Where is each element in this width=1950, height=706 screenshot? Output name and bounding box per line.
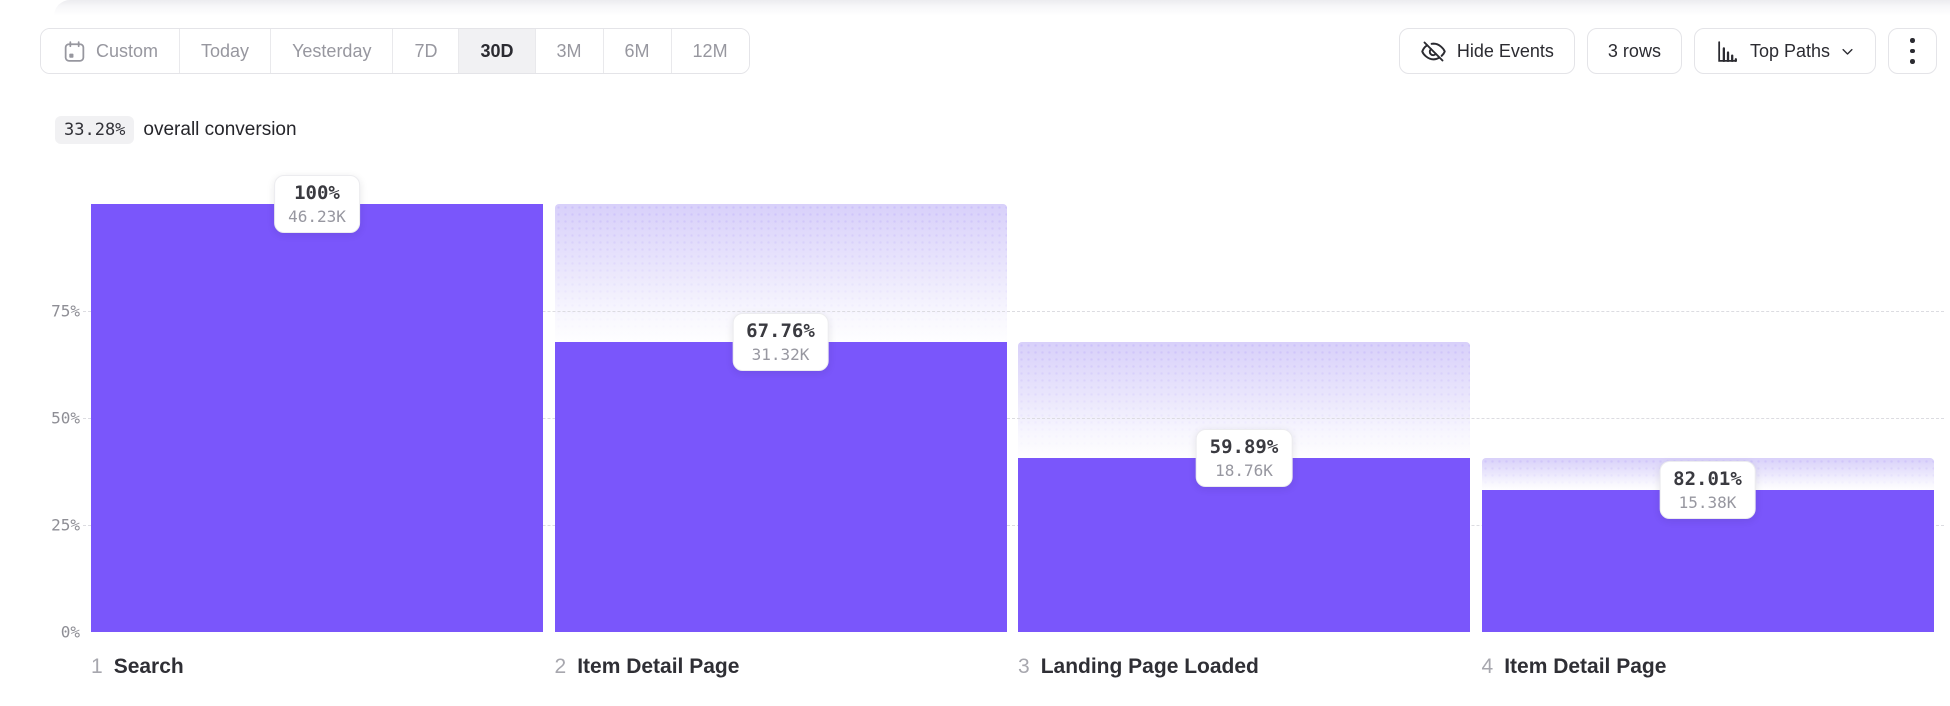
bar-value-label-step-4: 82.01% 15.38K bbox=[1659, 460, 1756, 519]
y-axis-tick-50%: 50% bbox=[51, 408, 80, 428]
kebab-menu-icon bbox=[1910, 38, 1915, 64]
overall-conversion-text: overall conversion bbox=[143, 119, 297, 140]
step-label-4: 4 Item Detail Page bbox=[1482, 655, 1667, 679]
date-range-yesterday[interactable]: Yesterday bbox=[271, 29, 394, 73]
step-count: 31.32K bbox=[751, 344, 810, 364]
date-range-picker: Custom Today Yesterday 7D 30D 3M 6M 12M bbox=[40, 28, 750, 74]
step-label-2: 2 Item Detail Page bbox=[555, 655, 740, 679]
eye-off-icon bbox=[1420, 38, 1447, 65]
rows-label: 3 rows bbox=[1607, 40, 1661, 61]
hide-events-label: Hide Events bbox=[1456, 40, 1554, 61]
toolbar-right: Hide Events 3 rows Top Paths bbox=[1398, 28, 1937, 74]
date-range-label: 12M bbox=[692, 40, 728, 61]
date-range-custom[interactable]: Custom bbox=[41, 29, 181, 73]
date-range-label: 6M bbox=[624, 40, 650, 61]
date-range-30d[interactable]: 30D bbox=[459, 29, 536, 73]
step-conversion-percent: 67.76% bbox=[746, 319, 815, 342]
date-range-label: 30D bbox=[480, 40, 514, 61]
step-conversion-percent: 82.01% bbox=[1673, 467, 1742, 490]
more-options-button[interactable] bbox=[1888, 28, 1937, 74]
y-axis-tick-0%: 0% bbox=[60, 622, 80, 642]
date-range-label: 3M bbox=[556, 40, 582, 61]
step-number: 4 bbox=[1481, 655, 1494, 678]
y-axis-tick-25%: 25% bbox=[51, 515, 80, 535]
bar-value-label-step-1: 100% 46.23K bbox=[274, 175, 360, 233]
step-count: 18.76K bbox=[1215, 461, 1273, 481]
y-axis-tick-75%: 75% bbox=[51, 301, 80, 321]
bar-chart-icon bbox=[1715, 39, 1740, 64]
date-range-today[interactable]: Today bbox=[180, 29, 272, 73]
hide-events-button[interactable]: Hide Events bbox=[1398, 28, 1575, 74]
overall-conversion-value: 33.28% bbox=[55, 116, 135, 144]
date-range-12m[interactable]: 12M bbox=[671, 29, 749, 73]
step-name: Item Detail Page bbox=[1504, 655, 1667, 678]
step-number: 1 bbox=[91, 655, 103, 678]
bar-value-label-step-3: 59.89% 18.76K bbox=[1195, 429, 1293, 488]
top-paths-button[interactable]: Top Paths bbox=[1693, 28, 1876, 74]
step-conversion-percent: 100% bbox=[294, 182, 340, 204]
chevron-down-icon bbox=[1840, 44, 1855, 59]
date-range-7d[interactable]: 7D bbox=[393, 29, 460, 73]
step-label-3: 3 Landing Page Loaded bbox=[1018, 655, 1259, 679]
bar-value-label-step-2: 67.76% 31.32K bbox=[732, 312, 829, 371]
date-range-label: Custom bbox=[96, 40, 159, 61]
overall-conversion-summary: 33.28% overall conversion bbox=[55, 114, 297, 146]
calendar-icon bbox=[62, 39, 87, 64]
toolbar: Custom Today Yesterday 7D 30D 3M 6M 12M Hide Ev… bbox=[40, 28, 1937, 74]
step-name: Search bbox=[113, 655, 184, 678]
funnel-bar-step-2[interactable] bbox=[554, 341, 1007, 632]
funnel-bar-step-1[interactable] bbox=[91, 204, 543, 632]
step-name: Landing Page Loaded bbox=[1040, 655, 1259, 678]
step-number: 3 bbox=[1018, 655, 1030, 678]
date-range-label: Yesterday bbox=[292, 40, 372, 61]
step-count: 46.23K bbox=[288, 207, 346, 226]
date-range-6m[interactable]: 6M bbox=[603, 29, 672, 73]
gridline-50% bbox=[83, 418, 1944, 419]
panel-top-shadow bbox=[54, 0, 1950, 16]
date-range-3m[interactable]: 3M bbox=[535, 29, 604, 73]
step-conversion-percent: 59.89% bbox=[1209, 436, 1279, 459]
gridline-75% bbox=[83, 311, 1944, 312]
step-name: Item Detail Page bbox=[577, 655, 740, 678]
date-range-label: Today bbox=[201, 40, 250, 61]
step-label-1: 1 Search bbox=[91, 655, 184, 679]
top-paths-label: Top Paths bbox=[1749, 40, 1830, 61]
rows-button[interactable]: 3 rows bbox=[1586, 28, 1682, 74]
gridline-25% bbox=[83, 525, 1944, 526]
step-number: 2 bbox=[554, 655, 567, 678]
date-range-label: 7D bbox=[414, 40, 438, 61]
step-count: 15.38K bbox=[1678, 492, 1737, 512]
